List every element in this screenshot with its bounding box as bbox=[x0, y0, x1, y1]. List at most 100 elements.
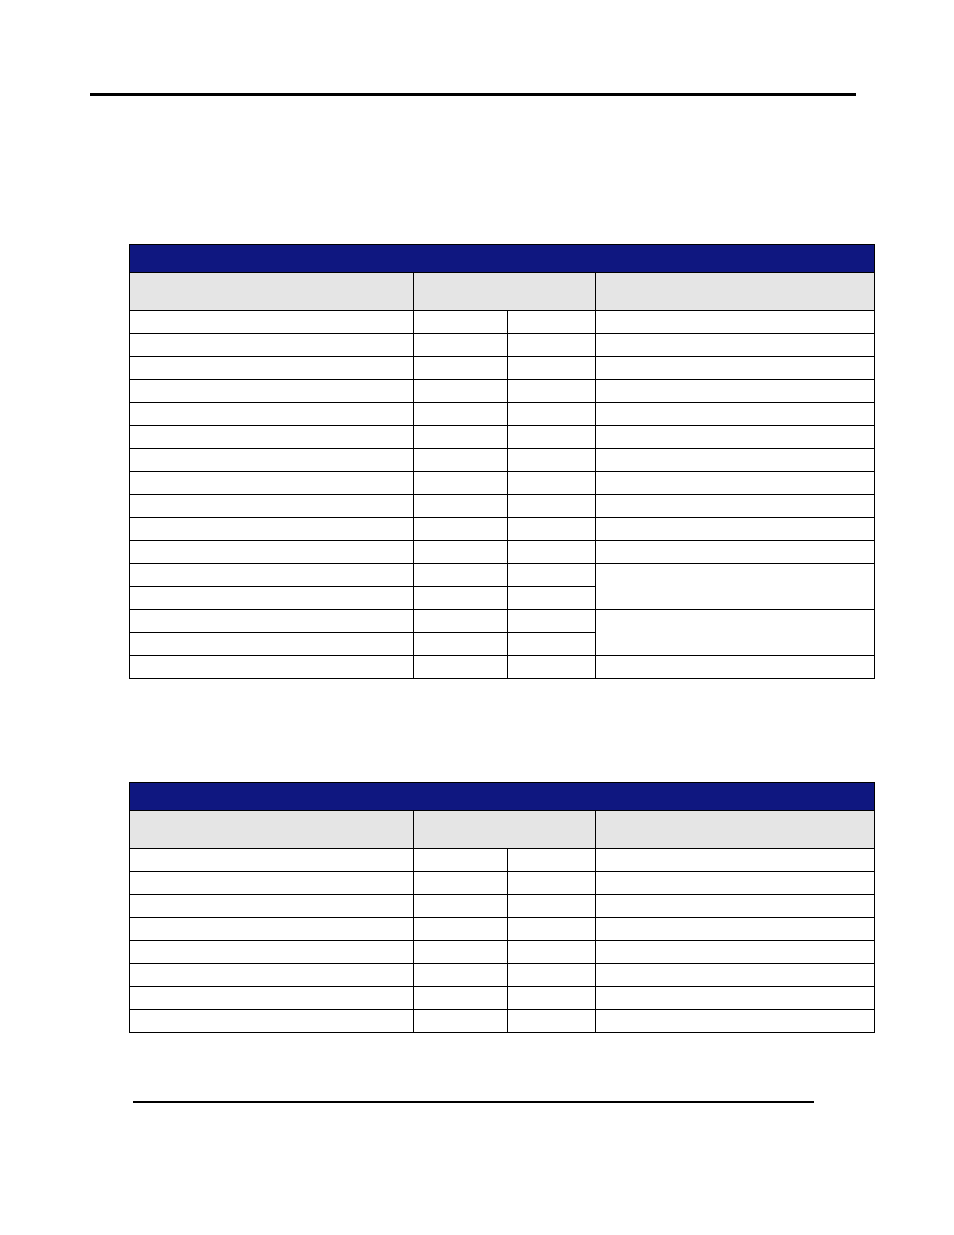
cell bbox=[596, 403, 875, 426]
cell bbox=[414, 334, 508, 357]
cell bbox=[596, 334, 875, 357]
cell bbox=[414, 587, 508, 610]
cell bbox=[414, 426, 508, 449]
cell bbox=[414, 987, 508, 1010]
table-row bbox=[130, 610, 875, 633]
cell bbox=[596, 495, 875, 518]
table-row bbox=[130, 941, 875, 964]
cell bbox=[130, 426, 414, 449]
table-2-title-bar bbox=[130, 783, 875, 811]
top-horizontal-rule bbox=[90, 93, 856, 96]
table-2-header-cell bbox=[130, 811, 414, 849]
table-row bbox=[130, 357, 875, 380]
cell bbox=[130, 941, 414, 964]
cell bbox=[130, 656, 414, 679]
cell bbox=[414, 311, 508, 334]
bottom-horizontal-rule bbox=[133, 1101, 814, 1103]
table-row bbox=[130, 472, 875, 495]
table-row bbox=[130, 403, 875, 426]
cell bbox=[508, 941, 596, 964]
cell bbox=[414, 918, 508, 941]
cell bbox=[414, 633, 508, 656]
cell bbox=[596, 656, 875, 679]
cell bbox=[508, 1010, 596, 1033]
cell bbox=[130, 472, 414, 495]
cell bbox=[596, 987, 875, 1010]
cell bbox=[130, 403, 414, 426]
table-row bbox=[130, 849, 875, 872]
cell bbox=[130, 357, 414, 380]
cell bbox=[414, 564, 508, 587]
cell bbox=[508, 334, 596, 357]
cell bbox=[508, 587, 596, 610]
table-2-header-cell bbox=[596, 811, 875, 849]
table-1-title-cell bbox=[130, 245, 875, 273]
table-row bbox=[130, 564, 875, 587]
table-row bbox=[130, 872, 875, 895]
table-row bbox=[130, 426, 875, 449]
cell bbox=[508, 449, 596, 472]
cell bbox=[508, 472, 596, 495]
cell bbox=[596, 541, 875, 564]
cell bbox=[130, 541, 414, 564]
table-1-title-bar bbox=[130, 245, 875, 273]
table-1-header-row bbox=[130, 273, 875, 311]
cell bbox=[508, 564, 596, 587]
cell bbox=[596, 311, 875, 334]
cell bbox=[414, 849, 508, 872]
table-2 bbox=[129, 782, 875, 1033]
cell bbox=[596, 872, 875, 895]
table-1-header-cell bbox=[130, 273, 414, 311]
cell bbox=[596, 426, 875, 449]
cell bbox=[508, 518, 596, 541]
cell bbox=[414, 541, 508, 564]
table-row bbox=[130, 987, 875, 1010]
cell bbox=[130, 610, 414, 633]
table-row bbox=[130, 495, 875, 518]
cell bbox=[508, 541, 596, 564]
cell bbox=[508, 426, 596, 449]
cell bbox=[130, 895, 414, 918]
cell bbox=[130, 1010, 414, 1033]
cell bbox=[508, 610, 596, 633]
table-2-title-cell bbox=[130, 783, 875, 811]
cell bbox=[508, 987, 596, 1010]
cell bbox=[596, 895, 875, 918]
table-1 bbox=[129, 244, 875, 679]
cell bbox=[508, 357, 596, 380]
cell bbox=[130, 311, 414, 334]
cell bbox=[508, 964, 596, 987]
cell bbox=[414, 656, 508, 679]
cell bbox=[130, 849, 414, 872]
cell bbox=[508, 895, 596, 918]
table-2-header-row bbox=[130, 811, 875, 849]
cell bbox=[414, 872, 508, 895]
cell bbox=[596, 472, 875, 495]
table-row bbox=[130, 334, 875, 357]
cell bbox=[130, 918, 414, 941]
cell bbox=[130, 587, 414, 610]
table-row bbox=[130, 518, 875, 541]
cell bbox=[130, 449, 414, 472]
cell bbox=[130, 518, 414, 541]
cell bbox=[414, 472, 508, 495]
cell bbox=[508, 311, 596, 334]
cell bbox=[508, 495, 596, 518]
cell bbox=[130, 495, 414, 518]
cell bbox=[130, 564, 414, 587]
table-row bbox=[130, 380, 875, 403]
cell bbox=[508, 849, 596, 872]
cell bbox=[130, 380, 414, 403]
table-1-header-cell bbox=[414, 273, 596, 311]
table-row bbox=[130, 449, 875, 472]
table-2-header-cell bbox=[414, 811, 596, 849]
cell bbox=[596, 849, 875, 872]
cell bbox=[414, 964, 508, 987]
table-row bbox=[130, 541, 875, 564]
merged-cell bbox=[596, 610, 875, 656]
cell bbox=[596, 380, 875, 403]
table-1-header-cell bbox=[596, 273, 875, 311]
table-row bbox=[130, 311, 875, 334]
cell bbox=[414, 941, 508, 964]
cell bbox=[130, 633, 414, 656]
